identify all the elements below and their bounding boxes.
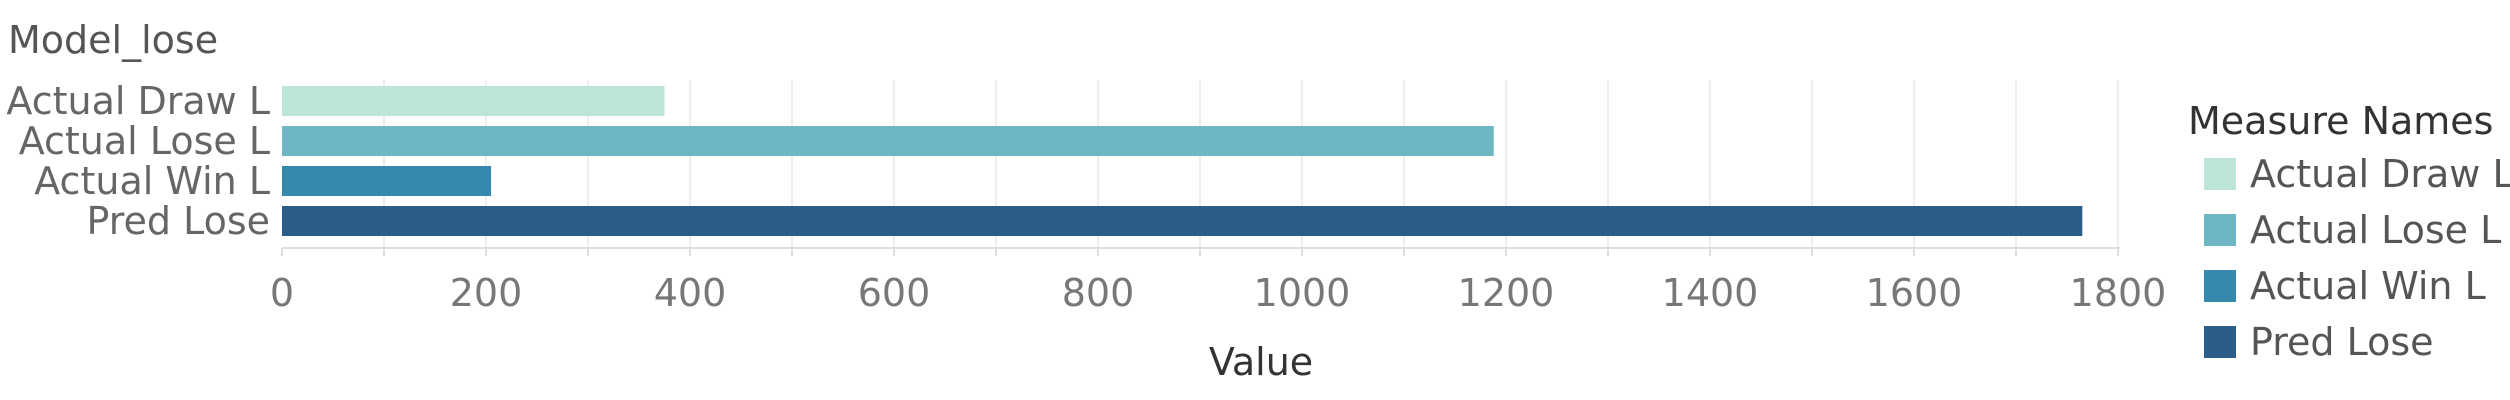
bar[interactable] — [282, 126, 1494, 156]
category-label: Pred Lose — [86, 199, 270, 243]
legend-label: Actual Lose L — [2250, 208, 2501, 252]
legend-title: Measure Names — [2188, 99, 2493, 143]
legend-swatch — [2204, 214, 2236, 246]
x-tick-label: 200 — [450, 271, 523, 315]
x-tick-label: 1000 — [1254, 271, 1351, 315]
legend-label: Actual Draw L — [2250, 152, 2510, 196]
legend-items: Actual Draw L Actual Lose L Actual Win L Pr… — [2204, 152, 2510, 364]
bar[interactable] — [282, 166, 492, 196]
x-tick-labels: 0 200 400 600 800 1000 1200 1400 1600 1800 — [270, 271, 2166, 315]
x-axis-title: Value — [1209, 340, 1313, 384]
bar[interactable] — [282, 206, 2083, 236]
x-tick-label: 1600 — [1866, 271, 1963, 315]
legend-swatch — [2204, 326, 2236, 358]
category-label: Actual Win L — [34, 159, 270, 203]
x-tick-label: 600 — [858, 271, 931, 315]
x-tick-label: 0 — [270, 271, 294, 315]
category-label: Actual Draw L — [6, 79, 270, 123]
legend-swatch — [2204, 270, 2236, 302]
legend[interactable]: Measure Names Actual Draw L Actual Lose L… — [2188, 99, 2510, 364]
x-tick-label: 1200 — [1458, 271, 1555, 315]
legend-label: Actual Win L — [2250, 264, 2486, 308]
x-tick-label: 800 — [1062, 271, 1135, 315]
legend-swatch — [2204, 158, 2236, 190]
category-label: Actual Lose L — [19, 119, 270, 163]
bar[interactable] — [282, 86, 665, 116]
bars — [282, 86, 2083, 236]
legend-label: Pred Lose — [2250, 320, 2434, 364]
x-tick-label: 1400 — [1662, 271, 1759, 315]
chart-title: Model_lose — [8, 18, 218, 62]
x-tick-label: 400 — [654, 271, 727, 315]
x-tick-label: 1800 — [2070, 271, 2167, 315]
